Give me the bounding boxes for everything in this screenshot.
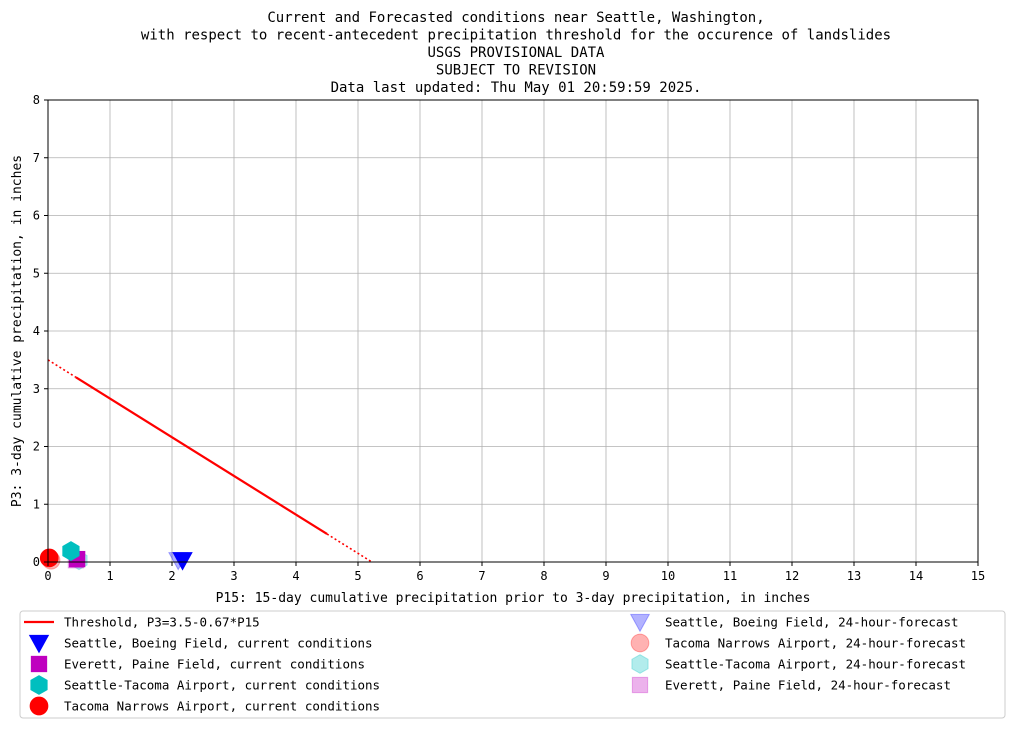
legend-label: Tacoma Narrows Airport, 24-hour-forecast xyxy=(665,636,966,651)
legend-label: Threshold, P3=3.5-0.67*P15 xyxy=(64,615,260,630)
y-axis-label: P3: 3-day cumulative precipitation, in i… xyxy=(10,155,25,507)
legend-marker xyxy=(631,654,649,674)
legend-marker xyxy=(630,633,650,653)
y-tick-label: 5 xyxy=(33,266,40,280)
legend-marker xyxy=(30,655,48,673)
x-tick-label: 0 xyxy=(44,569,51,583)
legend-label: Everett, Paine Field, current conditions xyxy=(64,657,365,672)
threshold-dotted-segment xyxy=(47,359,77,378)
x-tick-label: 5 xyxy=(354,569,361,583)
legend-label: Everett, Paine Field, 24-hour-forecast xyxy=(665,678,951,693)
threshold-solid-segment xyxy=(75,376,328,535)
title-line: USGS PROVISIONAL DATA xyxy=(427,45,605,61)
data-points xyxy=(39,541,193,571)
title-line: Data last updated: Thu May 01 20:59:59 2… xyxy=(331,80,702,96)
y-tick-label: 3 xyxy=(33,382,40,396)
chart-title: Current and Forecasted conditions near S… xyxy=(141,10,891,96)
x-tick-label: 11 xyxy=(723,569,737,583)
y-tick-label: 2 xyxy=(33,440,40,454)
legend-label: Seattle-Tacoma Airport, current conditio… xyxy=(64,678,380,693)
threshold-line xyxy=(47,359,373,563)
y-tick-label: 8 xyxy=(33,93,40,107)
legend-label: Tacoma Narrows Airport, current conditio… xyxy=(64,699,380,714)
x-tick-label: 4 xyxy=(292,569,299,583)
legend-marker xyxy=(30,675,48,695)
x-tick-label: 10 xyxy=(661,569,675,583)
x-tick-label: 3 xyxy=(230,569,237,583)
grid-lines xyxy=(47,99,979,563)
legend-marker xyxy=(629,613,651,633)
title-line: Current and Forecasted conditions near S… xyxy=(267,10,764,26)
x-tick-label: 6 xyxy=(416,569,423,583)
x-tick-label: 13 xyxy=(847,569,861,583)
y-tick-label: 1 xyxy=(33,497,40,511)
legend-label: Seattle, Boeing Field, current condition… xyxy=(64,636,373,651)
threshold-dotted-segment xyxy=(326,533,373,563)
data-point-current xyxy=(62,541,80,561)
y-tick-label: 0 xyxy=(33,555,40,569)
x-tick-label: 14 xyxy=(909,569,923,583)
x-tick-label: 2 xyxy=(168,569,175,583)
legend-box xyxy=(19,610,1006,719)
legend: Threshold, P3=3.5-0.67*P15 Seattle, Boein… xyxy=(19,610,1006,719)
legend-marker xyxy=(631,676,649,694)
y-tick-label: 6 xyxy=(33,209,40,223)
x-tick-label: 12 xyxy=(785,569,799,583)
legend-marker xyxy=(28,634,50,654)
x-tick-label: 8 xyxy=(540,569,547,583)
legend-label: Seattle-Tacoma Airport, 24-hour-forecast xyxy=(665,657,966,672)
y-tick-label: 7 xyxy=(33,151,40,165)
x-axis-label: P15: 15-day cumulative precipitation pri… xyxy=(216,591,811,606)
title-line: with respect to recent-antecedent precip… xyxy=(141,28,891,44)
x-tick-label: 1 xyxy=(106,569,113,583)
data-point-current xyxy=(39,548,59,568)
x-tick-label: 15 xyxy=(971,569,985,583)
legend-marker xyxy=(29,696,49,716)
x-tick-label: 7 xyxy=(478,569,485,583)
y-tick-label: 4 xyxy=(33,324,40,338)
data-point-current xyxy=(172,552,193,571)
legend-label: Seattle, Boeing Field, 24-hour-forecast xyxy=(665,615,959,630)
x-tick-label: 9 xyxy=(602,569,609,583)
title-line: SUBJECT TO REVISION xyxy=(436,63,596,79)
